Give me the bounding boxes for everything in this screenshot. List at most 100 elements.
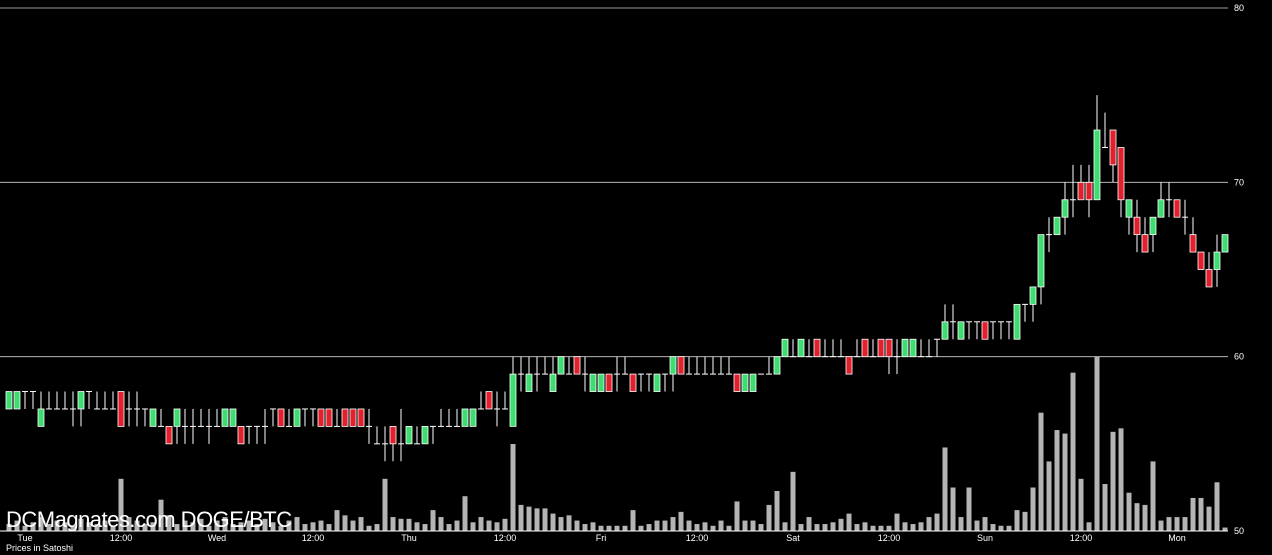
- candle-body: [549, 373, 557, 392]
- candle-body: [485, 391, 493, 410]
- y-axis-note: Prices in Satoshi: [6, 543, 73, 553]
- volume-bar: [950, 487, 956, 531]
- candle-body: [629, 373, 637, 392]
- volume-bar: [526, 506, 532, 531]
- watermark-title: DCMagnates.com DOGE/BTC: [6, 507, 292, 532]
- candle-body: [1109, 129, 1117, 166]
- volume-bar: [750, 520, 756, 531]
- volume-bar: [582, 524, 588, 531]
- x-tick-label: 12:00: [494, 533, 517, 543]
- candle-body: [13, 391, 21, 410]
- volume-bar: [918, 522, 924, 531]
- volume-bar: [990, 524, 996, 531]
- candle-body: [1189, 234, 1197, 253]
- x-tick-label: 12:00: [878, 533, 901, 543]
- volume-bar: [246, 520, 252, 531]
- x-tick-label: 12:00: [110, 533, 133, 543]
- volume-bar: [278, 525, 284, 531]
- candle-body: [149, 408, 157, 427]
- volume-bar: [1214, 482, 1220, 531]
- volume-bar: [734, 501, 740, 531]
- volume-bar: [1166, 517, 1172, 531]
- candle-body: [1029, 286, 1037, 305]
- label-layer: 50 60 70 80 Tue 12:00 Wed 12:00 Thu 12:00 Fri 12:00…: [17, 3, 1244, 543]
- candle-body: [469, 408, 477, 427]
- candle-body: [1037, 234, 1045, 288]
- volume-bar: [1118, 428, 1124, 531]
- candle-body: [741, 373, 749, 392]
- volume-bar: [70, 525, 76, 531]
- volume-bar: [686, 520, 692, 531]
- volume-bar: [542, 508, 548, 531]
- volume-bar: [1022, 511, 1028, 531]
- volume-bar: [230, 524, 236, 531]
- volume-bar: [134, 520, 140, 531]
- volume-bar: [342, 515, 348, 531]
- volume-bar: [518, 504, 524, 531]
- volume-bar: [374, 524, 380, 531]
- volume-bar: [14, 520, 20, 531]
- candle-body: [981, 321, 989, 340]
- volume-bar: [1014, 510, 1020, 531]
- candle-body: [37, 408, 45, 427]
- volume-bar: [1158, 520, 1164, 531]
- candle-body: [773, 356, 781, 375]
- candle-body: [229, 408, 237, 427]
- volume-bar: [286, 520, 292, 531]
- volume-bar: [78, 518, 84, 531]
- volume-bar: [758, 524, 764, 531]
- volume-bar: [166, 515, 172, 531]
- x-tick-label: Sun: [977, 533, 993, 543]
- x-tick-label: Fri: [596, 533, 607, 543]
- volume-bar: [630, 510, 636, 531]
- volume-bar: [126, 517, 132, 531]
- candle-body: [1141, 234, 1149, 253]
- volume-bar: [614, 525, 620, 531]
- volume-bar: [1206, 506, 1212, 531]
- volume-bar: [558, 517, 564, 531]
- volume-bar: [910, 524, 916, 531]
- volume-bar: [654, 520, 660, 531]
- candle-body: [1125, 199, 1133, 218]
- volume-bar: [302, 524, 308, 531]
- candle-body: [117, 391, 125, 427]
- candle-body: [317, 408, 325, 427]
- volume-bar: [406, 518, 412, 531]
- volume-bar: [774, 490, 780, 531]
- volume-bar: [926, 517, 932, 531]
- candle-body: [325, 408, 333, 427]
- volume-bar: [622, 525, 628, 531]
- candle-body: [461, 408, 469, 427]
- candle-body: [341, 408, 349, 427]
- volume-bar: [702, 522, 708, 531]
- candle-body: [797, 338, 805, 358]
- volume-bar: [678, 511, 684, 531]
- volume-bar: [1134, 503, 1140, 531]
- candle-body: [677, 356, 685, 375]
- candle-body: [77, 391, 85, 410]
- volume-bar: [454, 520, 460, 531]
- candle-body: [1053, 216, 1061, 236]
- candle-body: [1085, 181, 1093, 201]
- volume-bar: [270, 522, 276, 531]
- volume-bar: [350, 520, 356, 531]
- candle-body: [1197, 251, 1205, 270]
- volume-bar: [390, 517, 396, 531]
- volume-bar: [838, 518, 844, 531]
- candle-body: [653, 373, 661, 392]
- volume-bar: [510, 444, 516, 531]
- volume-bar: [590, 522, 596, 531]
- volume-bar: [870, 525, 876, 531]
- candle-body: [165, 425, 173, 445]
- volume-bar: [1110, 431, 1116, 531]
- volume-bar: [886, 525, 892, 531]
- volume-bar: [798, 524, 804, 531]
- volume-bar: [1190, 497, 1196, 531]
- volume-bar: [574, 520, 580, 531]
- x-tick-label: Tue: [17, 533, 32, 543]
- x-tick-label: 12:00: [302, 533, 325, 543]
- candle-body: [221, 408, 229, 427]
- volume-bar: [1038, 412, 1044, 531]
- volume-bar: [1094, 357, 1100, 531]
- candle-body: [733, 373, 741, 392]
